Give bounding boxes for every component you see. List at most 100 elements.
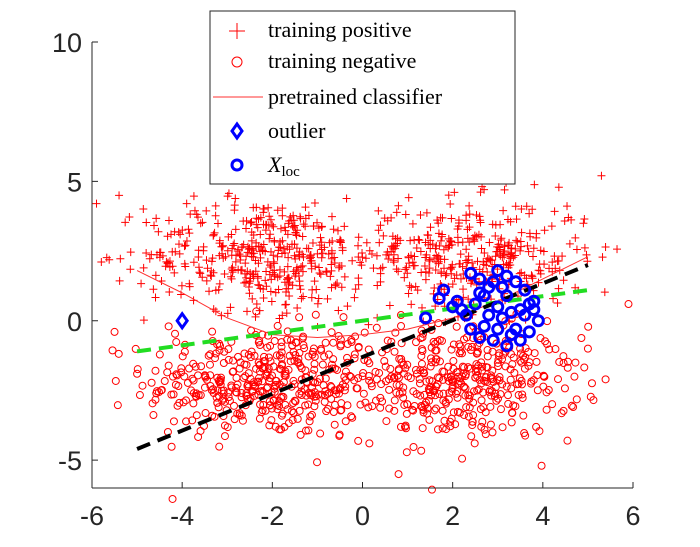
negative-point bbox=[399, 393, 408, 402]
positive-point bbox=[282, 309, 291, 318]
positive-point bbox=[600, 288, 609, 297]
x-tick-label: 2 bbox=[445, 501, 460, 531]
positive-point bbox=[228, 263, 237, 272]
negative-point bbox=[399, 383, 408, 392]
xloc-point bbox=[473, 272, 487, 286]
negative-point bbox=[147, 378, 156, 387]
negative-point bbox=[479, 403, 488, 412]
positive-point bbox=[249, 246, 258, 255]
positive-point bbox=[424, 240, 433, 249]
negative-point bbox=[427, 485, 436, 494]
negative-point bbox=[492, 339, 501, 348]
positive-point bbox=[271, 288, 280, 297]
negative-point bbox=[410, 402, 419, 411]
negative-point bbox=[316, 429, 325, 438]
positive-point bbox=[512, 215, 521, 224]
positive-point bbox=[497, 234, 506, 243]
positive-point bbox=[580, 214, 589, 223]
negative-point bbox=[285, 351, 294, 360]
negative-point bbox=[494, 351, 503, 360]
negative-point bbox=[189, 399, 198, 408]
positive-point bbox=[528, 272, 537, 281]
negative-point bbox=[304, 426, 313, 435]
positive-point bbox=[251, 312, 260, 321]
negative-point bbox=[171, 380, 180, 389]
negative-point bbox=[203, 375, 212, 384]
positive-point bbox=[440, 264, 449, 273]
negative-point bbox=[213, 398, 222, 407]
negative-point bbox=[217, 386, 226, 395]
positive-point bbox=[351, 285, 360, 294]
negative-point bbox=[229, 356, 238, 365]
negative-point bbox=[240, 349, 249, 358]
negative-point bbox=[306, 412, 315, 421]
negative-point bbox=[275, 397, 284, 406]
negative-point bbox=[421, 400, 430, 409]
positive-point bbox=[474, 230, 483, 239]
positive-point bbox=[276, 224, 285, 233]
negative-point bbox=[494, 355, 503, 364]
positive-point bbox=[496, 235, 505, 244]
positive-point bbox=[432, 241, 441, 250]
positive-point bbox=[302, 244, 311, 253]
negative-point bbox=[396, 422, 405, 431]
positive-point bbox=[298, 232, 307, 241]
positive-point bbox=[102, 253, 111, 262]
positive-point bbox=[247, 236, 256, 245]
positive-point bbox=[256, 230, 265, 239]
positive-point bbox=[273, 252, 282, 261]
legend-label-xloc: Xloc bbox=[267, 152, 300, 180]
negative-point bbox=[167, 442, 176, 451]
positive-point bbox=[350, 293, 359, 302]
positive-point bbox=[517, 205, 526, 214]
positive-point bbox=[289, 211, 298, 220]
positive-point bbox=[560, 217, 569, 226]
positive-point bbox=[213, 219, 222, 228]
positive-point bbox=[362, 238, 371, 247]
negative-point bbox=[237, 393, 246, 402]
negative-point bbox=[563, 436, 572, 445]
negative-point bbox=[230, 415, 239, 424]
positive-point bbox=[337, 261, 346, 270]
negative-point bbox=[250, 391, 259, 400]
negative-point bbox=[208, 327, 217, 336]
positive-point bbox=[407, 300, 416, 309]
negative-point bbox=[272, 351, 281, 360]
positive-point bbox=[517, 268, 526, 277]
legend-label-classifier: pretrained classifier bbox=[268, 84, 443, 109]
negative-point bbox=[225, 396, 234, 405]
negative-point bbox=[571, 358, 580, 367]
positive-point bbox=[446, 265, 455, 274]
positive-point bbox=[504, 250, 513, 259]
negative-point bbox=[172, 370, 181, 379]
negative-point bbox=[453, 387, 462, 396]
positive-point bbox=[431, 265, 440, 274]
negative-point bbox=[425, 385, 434, 394]
positive-point bbox=[154, 227, 163, 236]
positive-point bbox=[524, 247, 533, 256]
positive-point bbox=[462, 245, 471, 254]
positive-point bbox=[385, 301, 394, 310]
positive-point bbox=[261, 276, 270, 285]
negative-point bbox=[283, 335, 292, 344]
negative-point bbox=[188, 416, 197, 425]
negative-point bbox=[331, 390, 340, 399]
xloc-point bbox=[432, 291, 446, 305]
negative-point bbox=[359, 368, 368, 377]
negative-point bbox=[163, 368, 172, 377]
negative-point bbox=[411, 338, 420, 347]
negative-point bbox=[417, 351, 426, 360]
positive-point bbox=[265, 212, 274, 221]
negative-point bbox=[264, 364, 273, 373]
xloc-point bbox=[486, 333, 500, 347]
positive-point bbox=[278, 211, 287, 220]
negative-point bbox=[273, 405, 282, 414]
negative-point bbox=[273, 321, 282, 330]
negative-point bbox=[250, 351, 259, 360]
positive-point bbox=[464, 295, 473, 304]
negative-point bbox=[583, 344, 592, 353]
negative-point bbox=[352, 384, 361, 393]
negative-point bbox=[239, 373, 248, 382]
positive-point bbox=[558, 252, 567, 261]
x-tick-label: 6 bbox=[625, 501, 640, 531]
